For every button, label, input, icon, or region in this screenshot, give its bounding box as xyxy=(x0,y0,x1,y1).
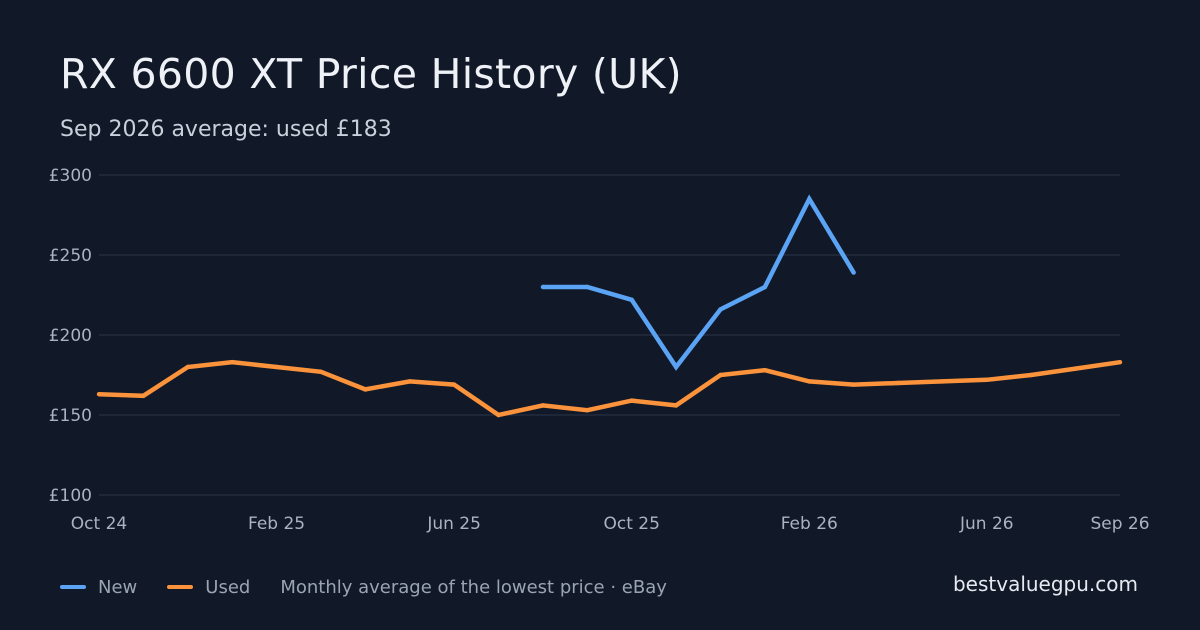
data-point-used xyxy=(407,379,412,384)
data-point-used xyxy=(141,393,146,398)
y-tick-label: £150 xyxy=(49,406,92,426)
data-point-new xyxy=(673,364,679,370)
x-tick-label: Feb 26 xyxy=(781,514,838,534)
data-point-used xyxy=(318,369,324,374)
data-point-used xyxy=(940,379,945,384)
x-tick-label: Oct 24 xyxy=(71,514,127,534)
data-point-used xyxy=(895,380,901,386)
data-point-new xyxy=(629,297,634,302)
data-point-used xyxy=(496,412,501,418)
legend-label-new: New xyxy=(98,576,138,598)
legend-item-used: Used xyxy=(167,577,250,598)
data-point-used xyxy=(673,403,679,408)
brand-link[interactable]: bestvaluegpu.com xyxy=(952,572,1138,596)
data-point-used xyxy=(96,392,102,397)
series-line-used xyxy=(98,359,1121,418)
data-point-used xyxy=(718,372,723,378)
data-point-new xyxy=(807,196,812,202)
series-line-new xyxy=(542,194,856,371)
legend-note: Monthly average of the lowest price · eB… xyxy=(280,576,667,598)
data-point-used xyxy=(762,368,768,373)
data-point-used xyxy=(585,408,590,413)
data-point-used xyxy=(807,379,812,384)
legend-label-used: Used xyxy=(205,576,251,598)
data-point-used xyxy=(851,382,856,387)
y-tick-label: £200 xyxy=(49,326,92,346)
legend-item-new: New xyxy=(60,577,137,598)
chart-title: RX 6600 XT Price History (UK) xyxy=(60,50,682,98)
data-point-used xyxy=(629,398,634,403)
x-tick-label: Feb 25 xyxy=(248,514,305,534)
gridlines xyxy=(99,174,1120,496)
series-lines xyxy=(96,194,1123,418)
chart-subtitle: Sep 2026 average: used £183 xyxy=(60,117,392,142)
data-point-new xyxy=(540,284,546,290)
y-axis-ticks: £100 £150 £200 £250 £300 xyxy=(49,166,92,506)
x-tick-label: Jun 25 xyxy=(426,514,481,534)
data-point-used xyxy=(1073,366,1078,371)
y-tick-label: £100 xyxy=(49,486,92,506)
data-point-new xyxy=(762,284,768,290)
data-point-used xyxy=(363,387,368,392)
legend-swatch-new xyxy=(60,585,86,589)
data-point-used xyxy=(229,360,235,365)
legend-swatch-used xyxy=(167,585,194,589)
data-point-new xyxy=(585,284,590,290)
data-point-used xyxy=(451,382,457,387)
data-point-used xyxy=(1029,372,1034,378)
x-axis-ticks: Oct 24 Feb 25 Jun 25 Oct 25 Feb 26 Jun 26 Sep … xyxy=(71,514,1150,534)
legend: New Used Monthly average of the lowest p… xyxy=(60,574,667,600)
data-point-new xyxy=(718,307,723,312)
y-tick-label: £250 xyxy=(49,246,92,266)
data-point-used xyxy=(540,403,546,408)
y-tick-label: £300 xyxy=(49,166,92,186)
x-tick-label: Oct 25 xyxy=(603,514,659,534)
x-tick-label: Jun 26 xyxy=(959,514,1014,534)
data-point-used xyxy=(984,377,990,382)
data-point-new xyxy=(851,270,856,275)
x-tick-label: Sep 26 xyxy=(1090,514,1149,534)
data-point-used xyxy=(274,364,279,370)
data-point-used xyxy=(1117,360,1123,365)
data-point-used xyxy=(185,364,190,370)
